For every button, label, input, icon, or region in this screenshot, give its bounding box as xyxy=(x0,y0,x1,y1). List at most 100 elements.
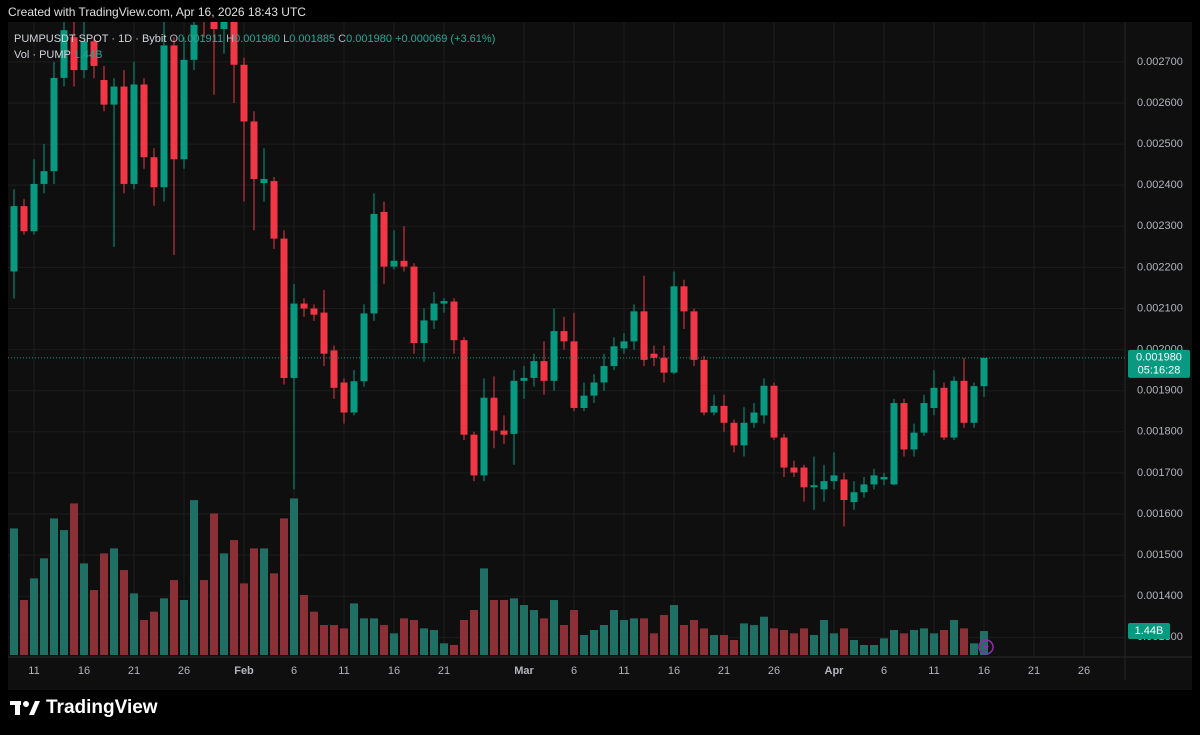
last-price-badge xyxy=(1128,349,1190,378)
candle-body xyxy=(100,79,108,105)
candle-body xyxy=(10,206,18,272)
x-tick-label: 11 xyxy=(928,665,939,677)
volume-bar xyxy=(550,600,558,655)
volume-bar xyxy=(340,628,348,655)
volume-bar xyxy=(880,638,888,655)
x-tick-label: 6 xyxy=(571,665,577,677)
volume-bar xyxy=(720,635,728,655)
volume-bar xyxy=(330,625,338,655)
volume-bar xyxy=(680,625,688,655)
candle-body xyxy=(450,301,458,341)
volume-bar xyxy=(850,640,858,655)
volume-bar xyxy=(650,633,658,655)
volume-bar xyxy=(510,598,518,655)
candle-body xyxy=(610,346,618,367)
candle-body xyxy=(540,361,548,381)
candle-body xyxy=(940,387,948,438)
candle-body xyxy=(870,475,878,485)
candle-body xyxy=(840,479,848,501)
volume-bar xyxy=(200,580,208,655)
candle-body xyxy=(430,303,438,321)
volume-value: 1.44B xyxy=(73,49,103,61)
plot-area xyxy=(8,22,1125,655)
volume-bar xyxy=(460,620,468,655)
candle-body xyxy=(650,353,658,358)
x-tick-label: 11 xyxy=(338,665,349,677)
candle-body xyxy=(400,260,408,267)
volume-bar xyxy=(640,618,648,655)
candle-body xyxy=(510,380,518,434)
volume-bar xyxy=(180,600,188,655)
volume-bar xyxy=(350,603,358,655)
volume-name: Vol · PUMP xyxy=(14,49,71,61)
volume-bar xyxy=(520,605,528,655)
x-tick-label: 16 xyxy=(978,665,990,677)
x-tick-label: 16 xyxy=(668,665,680,677)
legend-volume: Vol · PUMP 1.44B xyxy=(14,47,495,63)
volume-bar xyxy=(320,625,328,655)
volume-bar xyxy=(560,625,568,655)
x-tick-label: 11 xyxy=(28,665,39,677)
candle-body xyxy=(920,403,928,433)
candle-body xyxy=(600,366,608,383)
volume-bar xyxy=(190,500,198,655)
candle-body xyxy=(280,238,288,378)
candle-body xyxy=(340,382,348,413)
candle-body xyxy=(160,45,168,188)
candle-body xyxy=(380,211,388,267)
x-tick-label: 21 xyxy=(128,665,140,677)
y-tick-label: 0.001500 xyxy=(1137,549,1183,561)
candle-body xyxy=(680,286,688,312)
candle-body xyxy=(250,121,258,180)
candle-body xyxy=(210,22,218,29)
candle-body xyxy=(620,341,628,349)
volume-bar xyxy=(700,628,708,655)
volume-bar xyxy=(30,578,38,655)
candle-body xyxy=(90,41,98,66)
volume-bar xyxy=(390,633,398,655)
candle-body xyxy=(170,45,178,160)
symbol: PUMPUSDT SPOT · 1D · Bybit xyxy=(14,33,167,45)
candle-body xyxy=(790,467,798,473)
volume-bar xyxy=(290,498,298,655)
y-tick-label: 0.002500 xyxy=(1137,138,1183,150)
volume-bar xyxy=(170,580,178,655)
y-tick-label: 0.002100 xyxy=(1137,302,1183,314)
candle-body xyxy=(520,377,528,381)
volume-bar xyxy=(910,630,918,655)
volume-bar xyxy=(90,590,98,655)
candle-body xyxy=(860,484,868,493)
candle-body xyxy=(640,311,648,360)
candle-body xyxy=(900,403,908,450)
candle-body xyxy=(500,430,508,435)
volume-bar xyxy=(210,513,218,655)
candle-body xyxy=(980,357,988,387)
candle-body xyxy=(290,303,298,378)
candle-body xyxy=(40,171,48,184)
candle-body xyxy=(470,434,478,476)
volume-bar xyxy=(480,568,488,655)
last-price-label: 0.001980 xyxy=(1136,352,1182,364)
ohlc-value: 0.001911 xyxy=(178,33,224,45)
candle-body xyxy=(480,397,488,476)
candle-body xyxy=(70,37,78,71)
volume-bar xyxy=(980,631,988,655)
candle-body xyxy=(530,361,538,378)
x-tick-label: 21 xyxy=(438,665,450,677)
x-tick-label: Apr xyxy=(825,665,845,677)
volume-bar xyxy=(710,635,718,655)
candle-body xyxy=(690,311,698,360)
volume-bar xyxy=(780,630,788,655)
ohlc-key: O xyxy=(169,33,179,45)
volume-bar xyxy=(410,620,418,655)
candle-body xyxy=(810,485,818,488)
candle-body xyxy=(740,422,748,446)
candle-body xyxy=(410,266,418,344)
candle-body xyxy=(360,313,368,382)
x-tick-label: Mar xyxy=(514,665,534,677)
volume-bar xyxy=(420,628,428,655)
volume-bar xyxy=(370,618,378,655)
legend-main: PUMPUSDT SPOT · 1D · Bybit O0.001911 H0.… xyxy=(14,31,495,47)
candle-body xyxy=(80,41,88,71)
candle-body xyxy=(490,397,498,431)
